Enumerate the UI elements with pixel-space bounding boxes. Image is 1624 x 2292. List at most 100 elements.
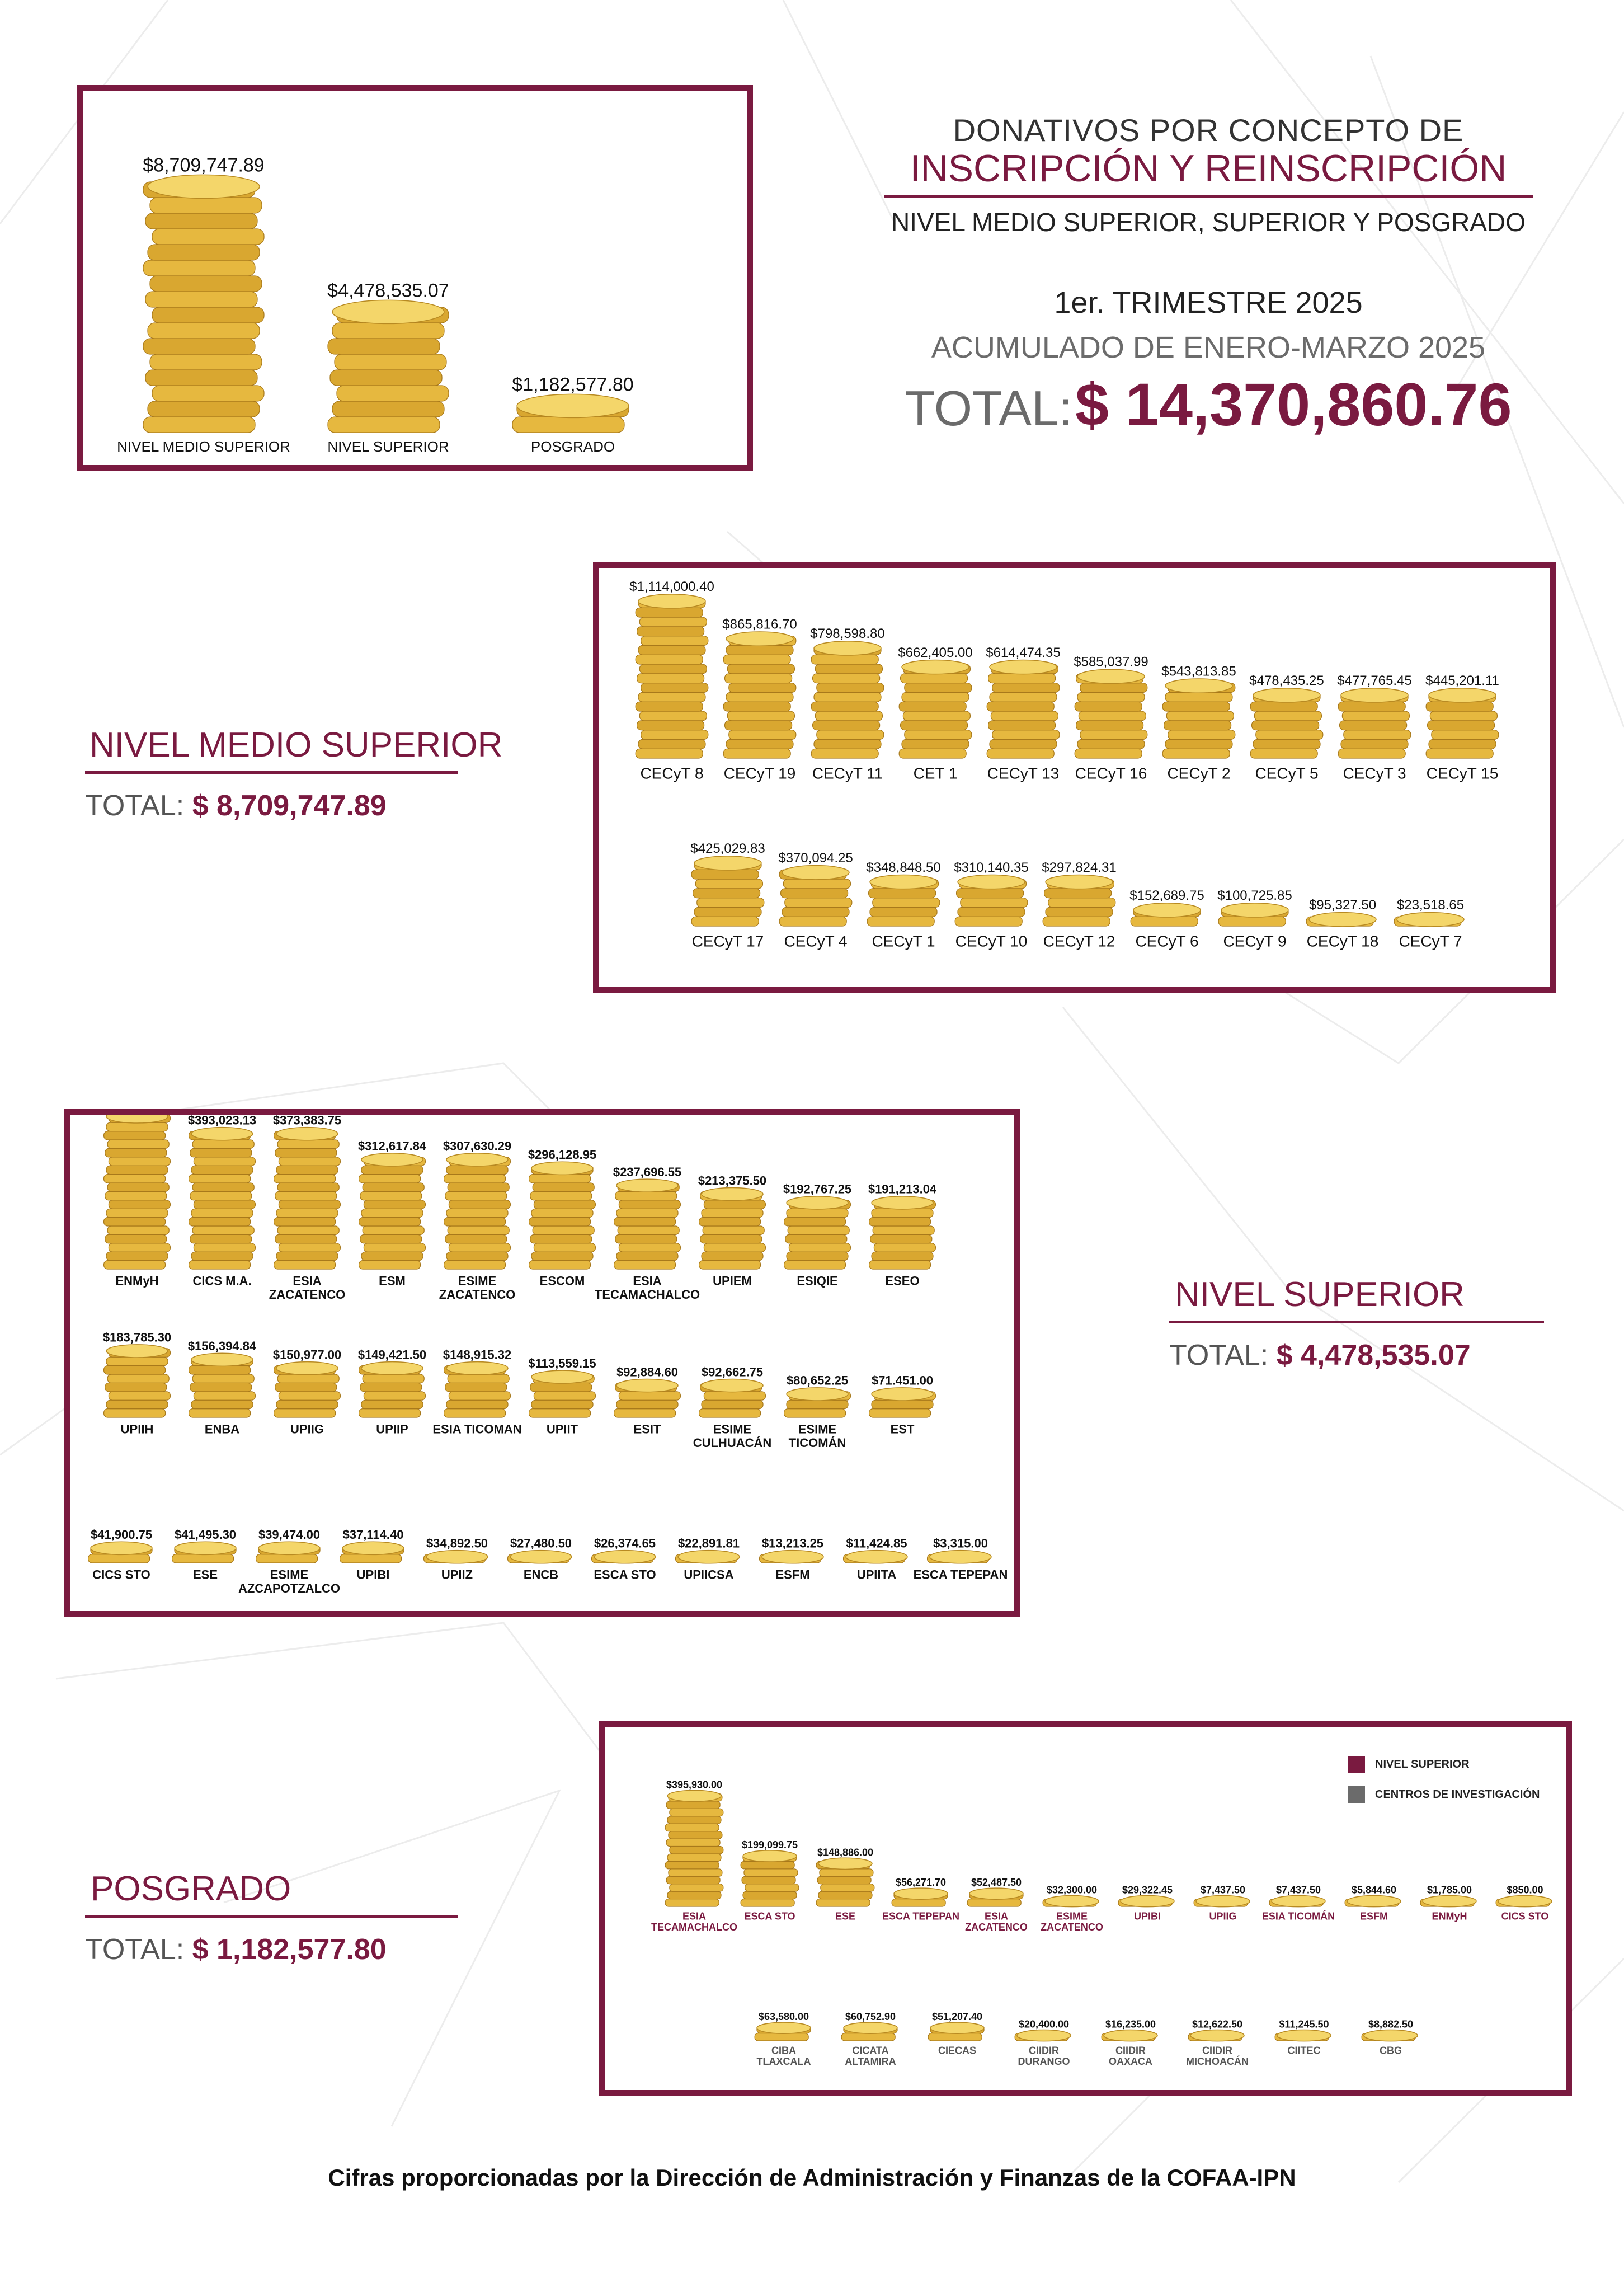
bar-superior-esia-tecamachalco-6-coin [617,1225,680,1235]
category-label-superior-esime-azcapotzalco-22-1: AZCAPOTZALCO [238,1581,340,1595]
bar-superior-esime-ticoman-18-coin [786,1399,849,1410]
category-label-superior-cics-sto-20: CICS STO [92,1568,150,1582]
bar-medio-superior-cecyt-11-2-coin [812,673,881,684]
bar-superior-esm-3-coin [358,1217,421,1227]
bar-posgrado-esca-sto-1 [740,1850,799,1907]
bar-medio-superior-cecyt-8-0-coin [635,654,703,665]
bar-superior-esia-zacatenco-2-coin [274,1260,336,1270]
bar-summary-nivel-superior-1 [327,299,449,433]
bar-medio-superior-cecyt-8-0-coin [636,626,705,637]
bar-superior-upiih-10-coin [106,1399,168,1410]
category-label-medio-superior-cecyt-7-18: CECyT 7 [1399,932,1462,950]
bar-medio-superior-cecyt-5-7-coin [1251,720,1320,731]
bar-superior-upiig-12-coin [276,1399,338,1410]
category-label-superior-escom-5: ESCOM [540,1274,585,1288]
bar-posgrado-esia-zacatenco-4 [967,1887,1024,1907]
bar-superior-escom-5-coin [533,1243,596,1252]
category-label-medio-superior-cecyt-6-15: CECyT 6 [1135,932,1198,950]
value-label-medio-superior-cecyt-6-15: $152,689.75 [1129,888,1204,903]
bar-superior-esm-3 [358,1153,426,1270]
bar-medio-superior-cecyt-1-12-coin [869,907,938,917]
bar-medio-superior-cecyt-6-15-coin-top [1133,903,1201,918]
bar-medio-superior-cecyt-8-0-coin [636,720,705,731]
section-superior-rule [1169,1321,1544,1323]
bar-superior-upiip-13-coin [363,1391,426,1401]
bar-posgrado-ciidir-oaxaca-16 [1101,2029,1158,2042]
bar-medio-superior-cecyt-8-0-coin [641,683,709,693]
posgrado-chart-frame: $395,930.00 ESIA TECAMACHALCO $199,099.75 ES… [599,1721,1572,2096]
category-label-superior-esia-zacatenco-2-1: ZACATENCO [269,1288,345,1302]
bar-superior-upiem-7-coin [703,1200,766,1209]
bar-posgrado-esia-tecamachalco-0-coin [667,1816,722,1824]
bar-medio-superior-cecyt-11-2-coin [816,683,884,693]
bar-superior-enmyh-0-coin-top [106,1115,168,1124]
bar-superior-cics-m-a-1-coin [193,1243,256,1252]
bar-superior-esm-3-coin [358,1260,421,1270]
legend-label-centros: CENTROS DE INVESTIGACIÓN [1375,1788,1540,1801]
category-label-posgrado-ciba-tlaxcala-12: CIBA [771,2045,796,2056]
bar-medio-superior-cecyt-12-14-coin-top [1045,874,1113,890]
value-label-posgrado-ciitec-18: $11,245.50 [1279,2019,1329,2030]
value-label-posgrado-ese-2: $148,886.00 [817,1847,873,1858]
value-label-medio-superior-cet-1-3: $662,405.00 [898,645,972,660]
bar-superior-upibi-23-coin [340,1553,402,1563]
bar-medio-superior-cecyt-11-2-coin [813,739,882,749]
bar-posgrado-esime-zacatenco-5-coin-top [1044,1895,1099,1908]
category-label-posgrado-upiig-7: UPIIG [1209,1910,1236,1922]
bar-superior-upiip-13-coin-top [361,1361,423,1375]
bar-posgrado-esca-sto-1-coin [740,1898,795,1907]
bar-posgrado-esca-tepepan-3-coin-top [893,1887,948,1900]
category-label-posgrado-enmyh-10: ENMyH [1432,1910,1467,1922]
bar-superior-esit-16-coin [616,1399,679,1410]
bar-superior-esia-zacatenco-2-coin [278,1200,341,1209]
bar-superior-esca-sto-26 [591,1549,656,1564]
bar-posgrado-ese-2 [816,1857,875,1907]
bar-superior-esia-zacatenco-2 [274,1126,341,1270]
bar-superior-esia-zacatenco-2-coin-top [276,1126,338,1141]
category-label-posgrado-esime-zacatenco-5: ESIME [1056,1910,1088,1922]
bar-superior-upiem-7 [698,1187,766,1270]
section-medio-superior-total-label: TOTAL: [85,790,185,822]
bar-medio-superior-cecyt-5-7 [1250,688,1324,759]
category-label-posgrado-esca-tepepan-3: ESCA TEPEPAN [882,1910,959,1922]
bar-superior-esime-zacatenco-4-coin [445,1191,507,1201]
bar-posgrado-ciidir-michoacan-17-coin-top [1190,2029,1245,2042]
value-label-posgrado-cics-sto-11: $850.00 [1507,1885,1543,1896]
value-label-superior-cics-sto-20: $41,900.75 [91,1528,152,1542]
bar-posgrado-esia-tecamachalco-0 [665,1790,724,1907]
bar-superior-esia-tecamachalco-6-coin [616,1251,679,1261]
bar-medio-superior-cecyt-1-12-coin [868,888,936,899]
bar-superior-esia-zacatenco-2-coin [277,1225,340,1235]
bar-medio-superior-cecyt-1-12-coin-top [869,874,938,890]
category-label-superior-cics-m-a-1: CICS M.A. [192,1274,251,1288]
value-label-superior-esime-ticoman-18: $80,652.25 [787,1374,848,1388]
bar-posgrado-esca-tepepan-3 [891,1887,948,1907]
section-superior-total: TOTAL: $ 4,478,535.07 [1169,1338,1471,1372]
bar-medio-superior-cecyt-16-5 [1074,669,1148,759]
bar-superior-esm-3-coin [362,1182,425,1192]
category-label-medio-superior-cecyt-17-10: CECyT 17 [692,932,764,950]
bar-superior-eseo-9-coin [872,1225,935,1235]
category-label-posgrado-ciitec-18: CIITEC [1287,2045,1320,2056]
bar-superior-esia-tecamachalco-6-coin [618,1243,681,1252]
bar-superior-upiip-13-coin [362,1374,425,1383]
header-total-value: $ 14,370,860.76 [1075,370,1512,438]
bar-medio-superior-cecyt-7-18-coin-top [1396,912,1465,927]
bar-superior-upiem-7-coin-top [701,1187,764,1201]
bar-superior-enmyh-0-coin [106,1208,168,1218]
bar-medio-superior-cecyt-17-10 [691,856,765,927]
section-posgrado-total: TOTAL: $ 1,182,577.80 [85,1933,387,1966]
bar-posgrado-esia-tecamachalco-0-coin [666,1801,721,1809]
category-label-medio-superior-cet-1-3: CET 1 [914,764,958,782]
category-label-superior-esm-3: ESM [379,1274,406,1288]
bar-superior-esia-tecamachalco-6-coin [615,1191,677,1201]
bar-medio-superior-cecyt-10-13-coin-top [957,874,1025,890]
category-label-superior-esca-sto-26: ESCA STO [594,1568,656,1582]
bar-superior-cics-m-a-1-coin [191,1251,253,1261]
category-label-posgrado-ciecas-14: CIECAS [938,2045,976,2056]
value-label-superior-enba-11: $156,394.84 [188,1339,257,1353]
value-label-superior-escom-5: $296,128.95 [528,1148,596,1162]
bar-superior-esime-azcapotzalco-22 [256,1541,321,1563]
header-rule [884,195,1533,198]
